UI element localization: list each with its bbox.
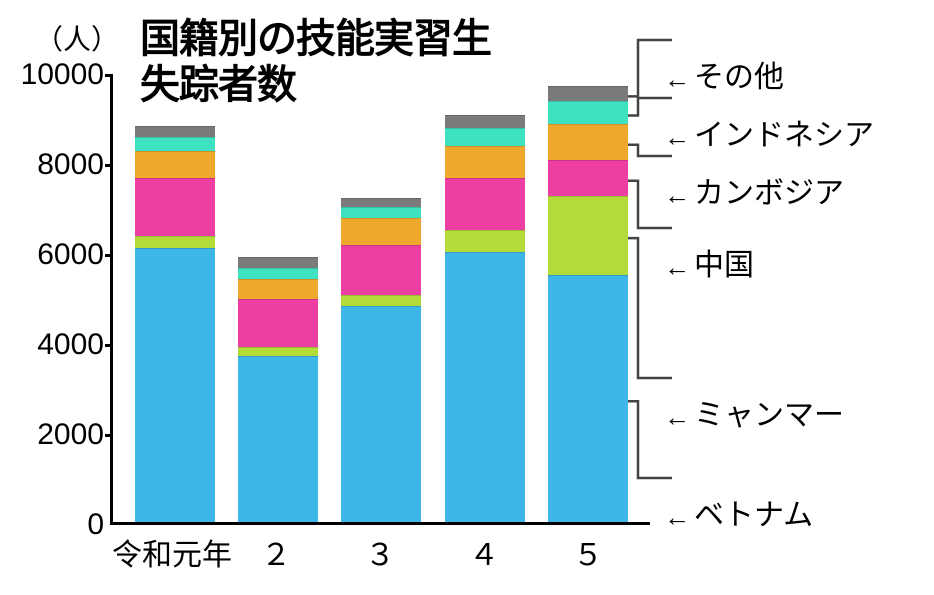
bar-segment-vietnam (341, 306, 421, 522)
bar (445, 115, 525, 522)
x-tick-label: ４ (444, 530, 524, 574)
y-tick-mark (105, 164, 113, 167)
y-tick-label: 10000 (4, 58, 104, 92)
bar-segment-myanmar (548, 196, 628, 275)
bar-segment-china (445, 178, 525, 230)
bar-segment-indonesia (238, 268, 318, 279)
x-tick-label: ２ (236, 530, 316, 574)
bar-segment-indonesia (445, 128, 525, 146)
arrow-left-icon: ← (664, 402, 690, 432)
bar-segment-vietnam (548, 275, 628, 523)
legend-label: その他 (694, 61, 784, 94)
y-tick-mark (105, 434, 113, 437)
legend-item-china: ←中国 (664, 240, 754, 284)
bar-segment-indonesia (548, 101, 628, 124)
title-line-1: 国籍別の技能実習生 (140, 17, 491, 61)
bar-segment-myanmar (238, 347, 318, 356)
legend-label: ベトナム (694, 499, 813, 532)
bar-segment-cambodia (341, 218, 421, 245)
bar-segment-vietnam (445, 252, 525, 522)
bars-wrap (113, 75, 650, 522)
legend-label: ミャンマー (694, 399, 844, 432)
bar-segment-china (238, 299, 318, 346)
legend-item-myanmar: ←ミャンマー (664, 390, 844, 434)
bar-segment-china (135, 178, 215, 237)
bar-segment-other (548, 86, 628, 102)
bar-segment-vietnam (238, 356, 318, 523)
y-tick-label: 0 (4, 508, 104, 542)
arrow-left-icon: ← (664, 502, 690, 532)
legend-label: 中国 (694, 249, 754, 282)
y-tick-label: 4000 (4, 328, 104, 362)
plot-area (110, 75, 650, 525)
bar-segment-myanmar (135, 236, 215, 247)
legend-label: インドネシア (694, 119, 874, 152)
y-tick-mark (105, 74, 113, 77)
bar-segment-indonesia (341, 207, 421, 218)
x-tick-label: ５ (548, 530, 628, 574)
bar-segment-other (445, 115, 525, 129)
y-axis-unit: （人） (35, 18, 119, 58)
arrow-left-icon: ← (664, 252, 690, 282)
y-tick-mark (105, 344, 113, 347)
arrow-left-icon: ← (664, 122, 690, 152)
bar-segment-other (135, 126, 215, 137)
legend-item-indonesia: ←インドネシア (664, 110, 874, 154)
bar-segment-cambodia (445, 146, 525, 178)
bar-segment-cambodia (135, 151, 215, 178)
bar-segment-myanmar (445, 230, 525, 253)
bar (135, 126, 215, 522)
bar-segment-other (238, 257, 318, 268)
bar-segment-indonesia (135, 137, 215, 151)
y-tick-label: 6000 (4, 238, 104, 272)
bar-segment-myanmar (341, 295, 421, 306)
legend-item-vietnam: ←ベトナム (664, 490, 813, 534)
x-tick-label: ３ (340, 530, 420, 574)
arrow-left-icon: ← (664, 64, 690, 94)
y-tick-label: 8000 (4, 148, 104, 182)
bar-segment-china (548, 160, 628, 196)
bar (548, 86, 628, 523)
bar-segment-other (341, 198, 421, 207)
x-tick-label: 令和元年 (112, 530, 232, 574)
bar-segment-vietnam (135, 248, 215, 523)
bar-segment-china (341, 245, 421, 295)
arrow-left-icon: ← (664, 180, 690, 210)
legend-item-cambodia: ←カンボジア (664, 168, 844, 212)
bar-segment-cambodia (548, 124, 628, 160)
y-tick-label: 2000 (4, 418, 104, 452)
bar (238, 257, 318, 523)
y-tick-mark (105, 254, 113, 257)
bar (341, 198, 421, 522)
legend-item-other: ←その他 (664, 52, 784, 96)
bar-segment-cambodia (238, 279, 318, 299)
legend-label: カンボジア (694, 177, 844, 210)
chart-container: （人） 国籍別の技能実習生 失踪者数 020004000600080001000… (0, 0, 934, 595)
x-axis-labels: 令和元年２３４５ (110, 530, 650, 574)
